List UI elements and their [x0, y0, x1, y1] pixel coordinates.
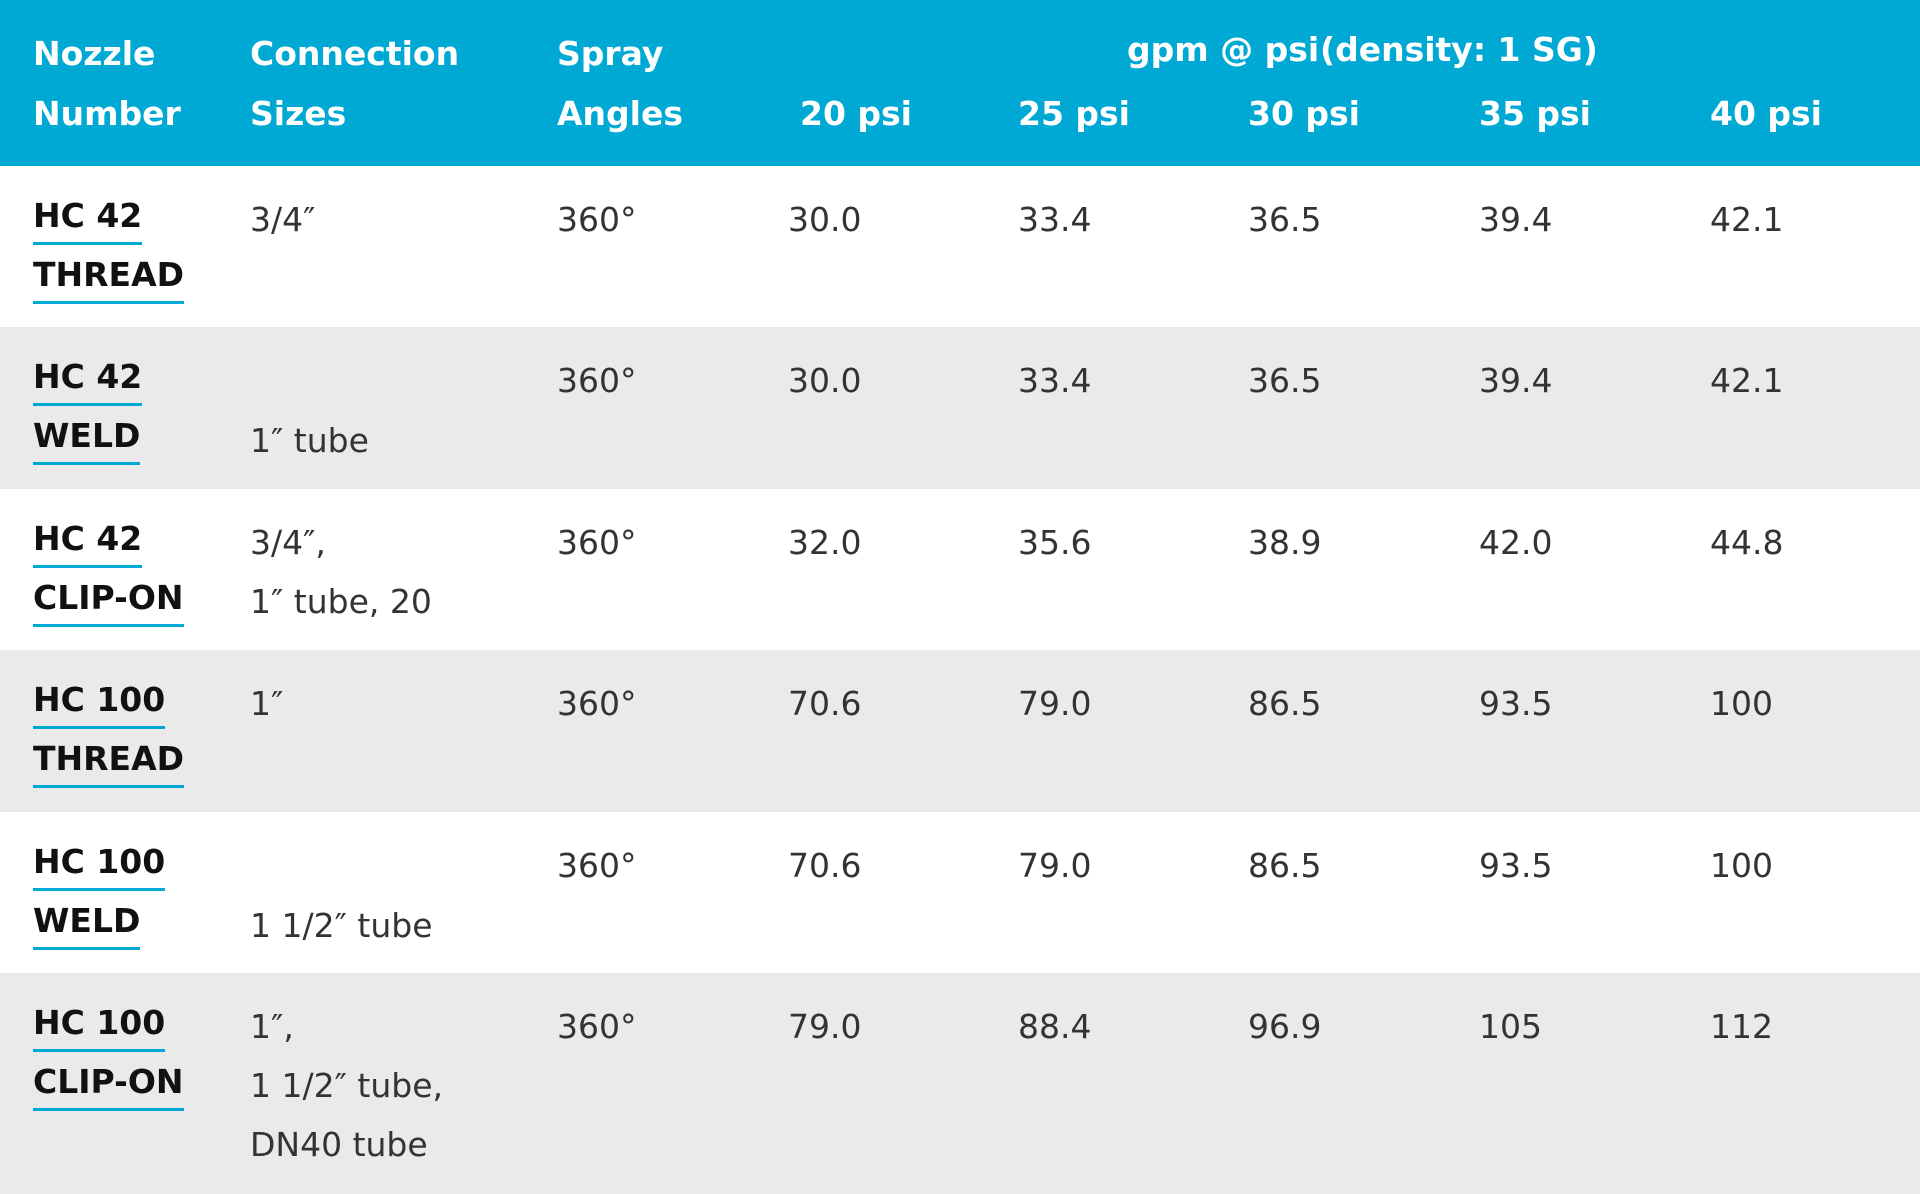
header-psi-30: 30 psi — [1248, 94, 1360, 133]
header-connection-line1: Connection — [250, 34, 460, 73]
gpm-value-cell: 112 — [1710, 1007, 1773, 1046]
gpm-value-cell: 105 — [1479, 1007, 1542, 1046]
gpm-value-cell: 93.5 — [1479, 684, 1553, 723]
table-header: Nozzle Number Connection Sizes Spray Ang… — [0, 0, 1920, 166]
nozzle-name-line2[interactable]: THREAD — [33, 249, 185, 304]
nozzle-name-line1[interactable]: HC 42 — [33, 190, 143, 245]
nozzle-name-line2[interactable]: CLIP-ON — [33, 1056, 184, 1111]
gpm-value-cell: 100 — [1710, 684, 1773, 723]
gpm-value-cell: 79.0 — [1018, 684, 1092, 723]
gpm-value-cell: 36.5 — [1248, 361, 1322, 400]
nozzle-link[interactable]: HC 42 WELD — [33, 351, 143, 465]
nozzle-number-cell: HC 100 CLIP-ON — [33, 997, 184, 1111]
gpm-value-cell: 96.9 — [1248, 1007, 1322, 1046]
spray-angle-cell: 360° — [557, 523, 637, 562]
gpm-value-cell: 70.6 — [788, 846, 862, 885]
gpm-value-cell: 86.5 — [1248, 684, 1322, 723]
nozzle-name-line2[interactable]: WELD — [33, 895, 141, 950]
nozzle-name-line1[interactable]: HC 100 — [33, 836, 166, 891]
gpm-value-cell: 100 — [1710, 846, 1773, 885]
gpm-value-cell: 35.6 — [1018, 523, 1092, 562]
gpm-value-cell: 44.8 — [1710, 523, 1784, 562]
gpm-value-cell: 42.1 — [1710, 361, 1784, 400]
table-row: HC 42 WELD 1″ tube 360° 30.0 33.4 36.5 39.4 42.1 — [0, 327, 1920, 489]
header-gpm-label: gpm @ psi — [1127, 30, 1320, 69]
nozzle-number-cell: HC 100 THREAD — [33, 674, 185, 788]
nozzle-number-cell: HC 42 WELD — [33, 351, 143, 465]
nozzle-number-cell: HC 100 WELD — [33, 836, 166, 950]
gpm-value-cell: 36.5 — [1248, 200, 1322, 239]
header-spray-line2: Angles — [557, 94, 683, 133]
gpm-value-cell: 30.0 — [788, 361, 862, 400]
gpm-value-cell: 42.0 — [1479, 523, 1553, 562]
nozzle-name-line2[interactable]: WELD — [33, 410, 141, 465]
nozzle-link[interactable]: HC 42 THREAD — [33, 190, 185, 304]
spray-angle-cell: 360° — [557, 684, 637, 723]
nozzle-link[interactable]: HC 42 CLIP-ON — [33, 513, 184, 627]
nozzle-name-line2[interactable]: THREAD — [33, 733, 185, 788]
nozzle-name-line2[interactable]: CLIP-ON — [33, 572, 184, 627]
nozzle-name-line1[interactable]: HC 100 — [33, 997, 166, 1052]
gpm-value-cell: 33.4 — [1018, 361, 1092, 400]
table-row: HC 100 CLIP-ON 1″, 1 1/2″ tube, DN40 tube 3… — [0, 973, 1920, 1194]
gpm-value-cell: 79.0 — [788, 1007, 862, 1046]
gpm-value-cell: 88.4 — [1018, 1007, 1092, 1046]
nozzle-link[interactable]: HC 100 THREAD — [33, 674, 185, 788]
header-psi-20: 20 psi — [800, 94, 912, 133]
spray-angle-cell: 360° — [557, 1007, 637, 1046]
table-row: HC 100 WELD 1 1/2″ tube 360° 70.6 79.0 86.5 93.… — [0, 812, 1920, 973]
nozzle-link[interactable]: HC 100 CLIP-ON — [33, 997, 184, 1111]
spray-angle-cell: 360° — [557, 200, 637, 239]
gpm-value-cell: 79.0 — [1018, 846, 1092, 885]
gpm-value-cell: 39.4 — [1479, 361, 1553, 400]
gpm-value-cell: 93.5 — [1479, 846, 1553, 885]
gpm-value-cell: 42.1 — [1710, 200, 1784, 239]
table-row: HC 100 THREAD 1″ 360° 70.6 79.0 86.5 93.5 100 — [0, 650, 1920, 812]
connection-sizes-cell: 1″ tube — [250, 421, 369, 460]
header-nozzle-line2: Number — [33, 94, 181, 133]
nozzle-number-cell: HC 42 THREAD — [33, 190, 185, 304]
header-spray-line1: Spray — [557, 34, 664, 73]
header-psi-40: 40 psi — [1710, 94, 1822, 133]
gpm-value-cell: 33.4 — [1018, 200, 1092, 239]
header-psi-25: 25 psi — [1018, 94, 1130, 133]
nozzle-number-cell: HC 42 CLIP-ON — [33, 513, 184, 627]
gpm-value-cell: 38.9 — [1248, 523, 1322, 562]
nozzle-name-line1[interactable]: HC 100 — [33, 674, 166, 729]
gpm-value-cell: 30.0 — [788, 200, 862, 239]
spray-angle-cell: 360° — [557, 846, 637, 885]
connection-sizes-cell: 1 1/2″ tube — [250, 906, 433, 945]
connection-sizes-cell: 1″ — [250, 684, 284, 723]
table-row: HC 42 CLIP-ON 3/4″, 1″ tube, 20 360° 32.0 35.… — [0, 489, 1920, 650]
gpm-value-cell: 32.0 — [788, 523, 862, 562]
gpm-value-cell: 39.4 — [1479, 200, 1553, 239]
gpm-value-cell: 70.6 — [788, 684, 862, 723]
table-row: HC 42 THREAD 3/4″ 360° 30.0 33.4 36.5 39.4 42.1 — [0, 166, 1920, 327]
gpm-value-cell: 86.5 — [1248, 846, 1322, 885]
header-nozzle-line1: Nozzle — [33, 34, 156, 73]
connection-sizes-cell: 3/4″, 1″ tube, 20 — [250, 523, 432, 621]
connection-sizes-cell: 3/4″ — [250, 200, 316, 239]
header-psi-35: 35 psi — [1479, 94, 1591, 133]
nozzle-link[interactable]: HC 100 WELD — [33, 836, 166, 950]
header-density-label: (density: 1 SG) — [1320, 30, 1598, 69]
header-connection-line2: Sizes — [250, 94, 347, 133]
spray-angle-cell: 360° — [557, 361, 637, 400]
nozzle-name-line1[interactable]: HC 42 — [33, 351, 143, 406]
nozzle-name-line1[interactable]: HC 42 — [33, 513, 143, 568]
connection-sizes-cell: 1″, 1 1/2″ tube, DN40 tube — [250, 1007, 444, 1164]
